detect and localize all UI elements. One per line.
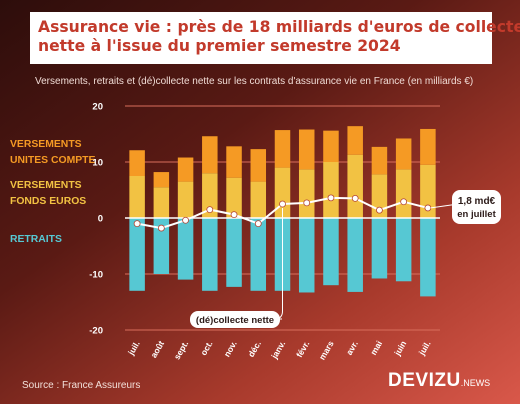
bar-unites-compte [226, 146, 242, 178]
x-tick-label: juil. [125, 339, 141, 358]
bar-retraits [298, 218, 315, 293]
y-tick-label: 20 [92, 102, 103, 113]
bar-retraits [226, 218, 242, 287]
net-point [327, 194, 335, 202]
bar-fonds-euros [129, 176, 145, 218]
net-point [376, 206, 383, 214]
callout-leader [430, 204, 453, 209]
net-point [133, 220, 141, 228]
bar-fonds-euros [153, 187, 170, 218]
bar-fonds-euros [250, 181, 267, 218]
x-tick-label: janv. [269, 339, 288, 361]
net-point [279, 200, 286, 208]
legend-fe-line2: FONDS EUROS [10, 196, 87, 207]
bar-unites-compte [129, 150, 145, 176]
bar-retraits [420, 218, 436, 297]
x-tick-label: févr. [294, 339, 311, 359]
title-line-2: nette à l'issue du premier semestre 2024 [38, 37, 401, 55]
callout-box [452, 190, 501, 224]
bar-fonds-euros [274, 167, 291, 218]
bar-fonds-euros [202, 173, 218, 218]
bar-fonds-euros [323, 162, 339, 218]
bar-unites-compte [347, 126, 363, 155]
legend-uc-line1: VERSEMENTS [10, 139, 82, 150]
bar-fonds-euros [395, 169, 412, 218]
net-point [230, 211, 238, 219]
legend-fe-line1: VERSEMENTS [10, 180, 82, 191]
bar-retraits [323, 218, 339, 286]
legend-retraits: RETRAITS [10, 232, 62, 248]
bar-retraits [250, 218, 267, 291]
bar-retraits [129, 218, 145, 291]
bar-unites-compte [177, 157, 194, 182]
brand-name: DEVIZU [388, 370, 461, 391]
bar-unites-compte [274, 130, 291, 168]
net-point [424, 204, 432, 212]
bar-unites-compte [395, 138, 412, 170]
x-tick-label: mai [368, 339, 384, 357]
title-box: Assurance vie : près de 18 milliards d'e… [30, 12, 520, 64]
x-tick-label: juin [392, 339, 409, 358]
bar-fonds-euros [177, 181, 194, 218]
bar-retraits [153, 218, 170, 274]
bar-retraits [371, 218, 388, 279]
net-point [206, 206, 214, 214]
x-tick-label: sept. [172, 339, 191, 361]
bar-unites-compte [323, 130, 339, 162]
net-point [157, 224, 165, 232]
source-note: Source : France Assureurs [22, 380, 141, 391]
y-tick-label: -10 [89, 270, 103, 281]
net-label-box [190, 311, 280, 328]
bar-fonds-euros [298, 169, 315, 218]
bar-unites-compte [298, 129, 315, 170]
bar-retraits [202, 218, 218, 291]
x-tick-label: déc. [246, 339, 263, 359]
x-tick-label: avr. [344, 339, 360, 357]
bar-fonds-euros [420, 164, 436, 218]
bar-unites-compte [153, 172, 170, 188]
net-point [303, 199, 311, 207]
chart-subtitle: Versements, retraits et (dé)collecte net… [35, 76, 474, 87]
legend-fonds-euros: VERSEMENTS FONDS EUROS [10, 178, 86, 210]
x-tick-label: juil. [416, 339, 432, 358]
y-tick-label: 0 [98, 214, 103, 225]
x-tick-label: oct. [198, 339, 214, 357]
bar-retraits [395, 218, 412, 282]
bar-retraits [177, 218, 194, 280]
net-point [254, 220, 262, 228]
net-point [182, 216, 189, 224]
callout-period: en juillet [457, 209, 496, 220]
x-tick-label: mars [317, 339, 336, 362]
bar-unites-compte [250, 149, 267, 182]
bar-fonds-euros [371, 174, 388, 218]
net-point [351, 194, 359, 202]
callout-value: 1,8 md€ [458, 196, 496, 207]
bar-unites-compte [420, 128, 436, 165]
bar-fonds-euros [226, 177, 242, 218]
bar-fonds-euros [347, 154, 363, 218]
legend-unites-compte: VERSEMENTS UNITES COMPTE [10, 137, 95, 169]
x-tick-label: août [148, 339, 166, 360]
bar-retraits [347, 218, 363, 292]
title-line-1: Assurance vie : près de 18 milliards d'e… [38, 18, 520, 36]
legend-uc-line2: UNITES COMPTE [10, 155, 96, 166]
y-tick-label: -20 [89, 326, 103, 337]
y-tick-label: 10 [92, 158, 103, 169]
net-point [400, 198, 408, 206]
brand-logo: DEVIZU.NEWS [388, 370, 490, 392]
brand-suffix: .NEWS [460, 378, 491, 388]
bar-unites-compte [202, 136, 218, 174]
x-tick-label: nov. [222, 339, 239, 359]
net-label: (dé)collecte nette [196, 315, 274, 326]
bar-unites-compte [371, 146, 388, 175]
legend-retraits-label: RETRAITS [10, 234, 62, 245]
